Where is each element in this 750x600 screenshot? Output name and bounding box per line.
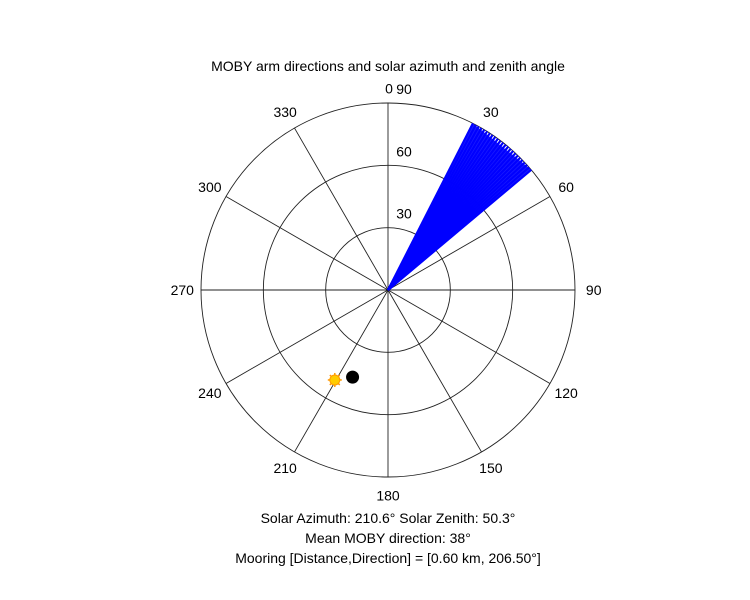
theta-tick-label-300: 300 — [198, 179, 222, 195]
arm-wedge — [388, 123, 532, 291]
moby-direction-info: Mean MOBY direction: 38° — [305, 530, 471, 546]
r-tick-label-90: 90 — [396, 81, 412, 97]
grid-spoke-150 — [387, 289, 482, 453]
markers — [327, 370, 360, 387]
sun-marker — [327, 372, 342, 387]
grid-spoke-120 — [387, 289, 551, 384]
theta-tick-label-60: 60 — [558, 179, 574, 195]
grid-spoke-240 — [225, 289, 389, 384]
moby-arm-directions — [387, 122, 532, 291]
theta-tick-label-210: 210 — [273, 460, 297, 476]
theta-tick-label-30: 30 — [483, 104, 499, 120]
theta-tick-label-270: 270 — [171, 282, 195, 298]
grid-spoke-330 — [294, 127, 389, 291]
theta-tick-label-330: 330 — [273, 104, 297, 120]
grid-spoke-60 — [387, 196, 551, 291]
theta-tick-label-240: 240 — [198, 385, 222, 401]
mooring-marker — [346, 370, 360, 384]
sun-disc — [329, 374, 341, 386]
theta-tick-label-0: 0 — [385, 80, 393, 96]
tick-labels: 0 30 60 90 120 150 180 210 240 270 300 330 30 60 90 — [171, 80, 602, 503]
r-tick-label-30: 30 — [396, 206, 412, 222]
mooring-info: Mooring [Distance,Direction] = [0.60 km,… — [235, 550, 541, 566]
theta-tick-label-180: 180 — [376, 488, 400, 504]
theta-tick-label-120: 120 — [554, 385, 578, 401]
solar-info: Solar Azimuth: 210.6° Solar Zenith: 50.3… — [260, 510, 516, 526]
polar-grid — [200, 102, 576, 478]
chart-title: MOBY arm directions and solar azimuth an… — [211, 58, 565, 74]
grid-spoke-210 — [294, 289, 389, 453]
r-tick-label-60: 60 — [396, 143, 412, 159]
theta-tick-label-150: 150 — [479, 460, 503, 476]
grid-spoke-300 — [225, 196, 389, 291]
theta-tick-label-90: 90 — [586, 282, 602, 298]
